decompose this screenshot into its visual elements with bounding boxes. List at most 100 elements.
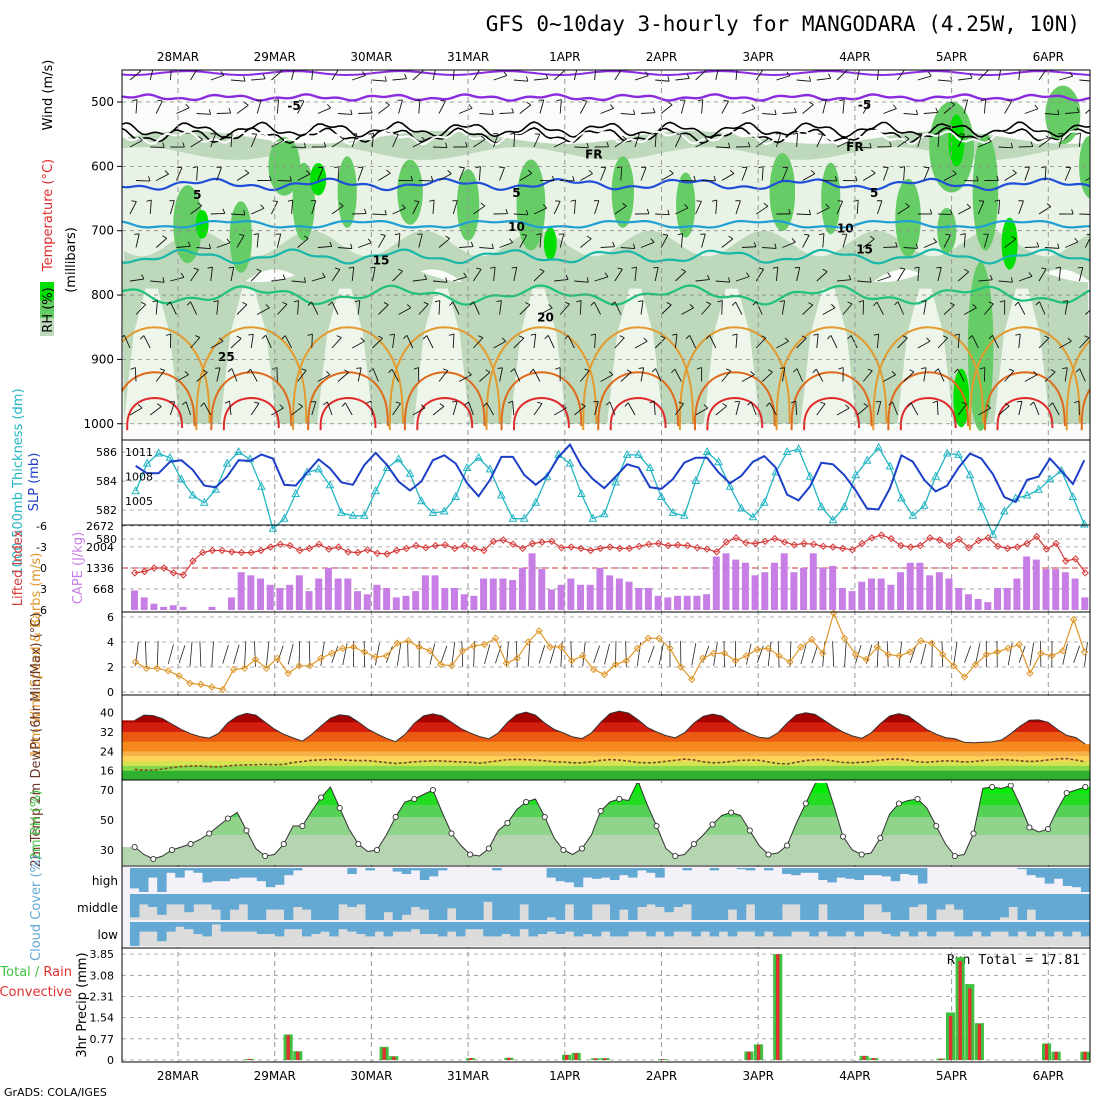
wind-barb [593,301,602,315]
wind-barb [1018,200,1024,215]
wind-barb [155,370,166,382]
thickness-marker [405,468,415,477]
cloud-cell [782,868,792,874]
wind-barb [897,268,906,282]
wind-barb [963,307,977,315]
wind-barb [216,242,231,248]
wind-barb-flag [228,108,232,114]
cloud-cell [139,922,149,932]
wind-barb [762,113,777,116]
lifted-index-marker [509,540,517,548]
rh-dry-column [220,288,277,424]
wind-barb-flag [1035,301,1040,306]
wind-barb [856,70,860,81]
thickness-marker [577,488,586,497]
wind-barb-flag [752,301,757,306]
wind-barb [1084,237,1090,248]
wind-barb-flag [921,300,927,302]
wind-barb [311,333,313,349]
cloud-cell [682,868,692,871]
wind-barb-flag [1075,132,1081,135]
wind-speed-marker [557,643,565,651]
precip-tick-label: 0 [107,1054,114,1067]
wind-barb-flag [184,370,189,375]
wind-barb-flag [200,402,205,407]
cloud-cell [356,894,366,905]
lifted-index-marker [286,541,294,550]
cloud-cell [564,868,575,883]
wind-barb-flag [384,209,387,215]
cloud-cell [1044,894,1055,920]
wind-barb [876,70,879,81]
wind-barb-flag [156,403,162,407]
lifted-index-marker [1042,545,1051,553]
wind-barb [432,146,448,149]
wind-barb-flag [162,235,167,239]
lifted-index-marker [334,543,343,551]
wind-barb [776,75,790,81]
wind-barb [943,104,955,114]
wind-barb [231,368,238,382]
wind-barb-flag [729,169,735,174]
wind-barb [776,340,789,349]
thickness-marker [177,474,186,483]
pressure-tick-label: 500 [91,95,114,109]
lifted-index-marker [683,541,692,550]
wind-barb-flag [1092,210,1093,215]
wind-barb [983,233,989,248]
wind-barb [357,367,362,382]
wind-barb-flag [949,302,955,306]
wind-speed-marker [731,657,740,665]
wind-barb-flag [902,335,908,339]
wind-barb-flag [999,300,1005,303]
cloud-cell [800,894,810,920]
cape-bar [363,594,371,610]
wind-barb-flag [779,300,785,302]
rh2m-marker [448,830,455,837]
surface-wind-barb [254,641,256,667]
thickness-marker [942,448,952,457]
cloud-cell [211,922,221,925]
wind-barb [196,113,211,115]
wind-barb-flag [612,241,615,247]
wind-barb [155,173,169,181]
wind-barb [755,205,769,215]
rh-region-light [122,147,1090,257]
wind-barb [802,234,810,248]
thickness-marker [885,461,895,470]
surface-wind-barb [484,644,491,665]
wind-barb [559,303,570,315]
lifted-index-marker [664,541,672,550]
wind-barb [317,167,324,181]
cloud-cell [293,868,303,871]
wind-barb [499,167,505,181]
wind-barb [1078,133,1081,148]
lifted-index-marker [1023,539,1031,548]
slp-line [135,442,1086,511]
rh-dry-column [800,288,857,424]
cloud-cell [419,868,430,880]
cape-bar [625,581,633,610]
wind-barb [715,280,730,283]
cloud-cell [528,894,538,920]
wind-barb [721,370,732,382]
temperature-tick-label: 40 [100,707,114,720]
wind-barb [741,108,756,114]
thickness-marker [897,493,906,502]
rh2m-marker [877,834,884,842]
cloud-cell [184,894,194,913]
wind-barb [519,172,533,181]
cloud-cell [437,868,448,871]
wind-barb [291,280,306,283]
wind-barb-flag [157,99,163,102]
wind-barb [594,70,597,81]
wind-barb [614,205,627,215]
rh-moist-blob [229,201,253,273]
wind-barb-flag [933,238,938,243]
wind-barb [190,70,197,81]
wind-barb-flag [242,301,248,305]
cloud-cell [745,894,756,905]
wind-barb-flag [440,99,446,102]
rh2m-axis-label: 2m RH (%) [29,790,44,861]
cape-bar [431,575,439,610]
